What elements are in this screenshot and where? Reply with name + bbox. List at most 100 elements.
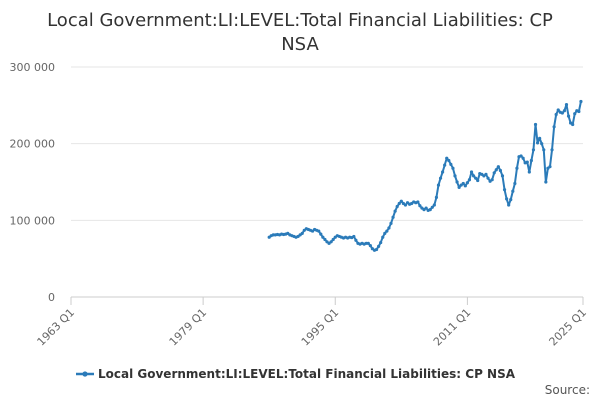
data-point[interactable] (438, 176, 443, 180)
data-point[interactable] (515, 166, 519, 170)
data-point[interactable] (552, 125, 556, 129)
data-point[interactable] (577, 109, 581, 114)
data-point[interactable] (500, 174, 505, 178)
data-point[interactable] (352, 234, 356, 239)
data-point[interactable] (445, 156, 449, 160)
data-point[interactable] (490, 178, 494, 182)
data-point[interactable] (451, 166, 455, 170)
data-point[interactable] (525, 160, 529, 164)
data-point[interactable] (377, 244, 381, 248)
data-point[interactable] (366, 241, 370, 245)
x-tick-label: 2025 Q1 (547, 306, 590, 349)
data-point[interactable] (331, 237, 335, 242)
data-point[interactable] (430, 205, 434, 209)
data-point[interactable] (471, 174, 476, 178)
x-tick-label: 1979 Q1 (167, 306, 210, 349)
data-point[interactable] (424, 206, 428, 210)
data-point[interactable] (389, 221, 393, 225)
data-point[interactable] (571, 122, 575, 127)
data-point[interactable] (542, 148, 546, 152)
data-point[interactable] (434, 195, 439, 199)
data-point[interactable] (453, 174, 457, 178)
data-point[interactable] (399, 199, 403, 203)
data-point[interactable] (502, 188, 507, 192)
data-point[interactable] (443, 163, 447, 167)
data-point[interactable] (300, 231, 304, 235)
data-point[interactable] (476, 178, 480, 183)
data-point[interactable] (579, 99, 583, 104)
data-point[interactable] (436, 183, 441, 187)
data-point[interactable] (507, 203, 511, 207)
data-point[interactable] (383, 231, 387, 235)
data-point[interactable] (428, 208, 432, 212)
data-point[interactable] (469, 170, 474, 174)
data-point[interactable] (416, 200, 420, 204)
data-point[interactable] (395, 204, 399, 209)
data-point[interactable] (463, 184, 467, 188)
x-axis-tick-labels: 1963 Q1 1979 Q1 1995 Q1 2011 Q1 2025 Q1 (35, 306, 590, 349)
data-point[interactable] (564, 102, 569, 107)
data-point[interactable] (385, 229, 389, 233)
data-point[interactable] (554, 112, 558, 117)
data-point[interactable] (455, 180, 459, 184)
data-point[interactable] (319, 232, 323, 236)
data-point[interactable] (381, 235, 385, 239)
data-point[interactable] (465, 181, 469, 185)
data-point[interactable] (535, 141, 540, 145)
data-point[interactable] (513, 181, 517, 186)
data-point[interactable] (498, 168, 503, 173)
data-point[interactable] (492, 171, 496, 175)
axes (70, 296, 584, 305)
data-point[interactable] (573, 112, 577, 116)
legend[interactable]: Local Government:LI:LEVEL:Total Financia… (76, 367, 516, 381)
data-point[interactable] (505, 197, 509, 201)
data-point[interactable] (447, 158, 451, 163)
data-point[interactable] (560, 111, 564, 115)
data-point[interactable] (566, 114, 571, 118)
data-point[interactable] (529, 158, 533, 163)
data-point[interactable] (509, 198, 513, 202)
data-point[interactable] (391, 215, 395, 219)
data-point[interactable] (393, 209, 397, 213)
data-point[interactable] (511, 189, 515, 193)
x-tick-label: 1963 Q1 (35, 306, 78, 349)
legend-item-label[interactable]: Local Government:LI:LEVEL:Total Financia… (98, 367, 516, 381)
data-point[interactable] (519, 154, 523, 158)
data-point[interactable] (397, 201, 401, 206)
data-point[interactable] (368, 244, 372, 248)
data-point[interactable] (387, 226, 391, 230)
data-point[interactable] (354, 238, 358, 242)
data-point[interactable] (317, 229, 321, 233)
data-point[interactable] (484, 172, 488, 176)
data-point[interactable] (329, 240, 333, 244)
data-point[interactable] (527, 170, 531, 174)
data-point[interactable] (531, 148, 536, 152)
data-point[interactable] (544, 180, 548, 184)
data-point[interactable] (486, 176, 490, 180)
data-point[interactable] (374, 247, 379, 252)
data-point[interactable] (562, 109, 567, 113)
data-point[interactable] (457, 185, 461, 189)
data-point[interactable] (449, 162, 453, 166)
data-point[interactable] (540, 142, 544, 146)
data-point[interactable] (474, 176, 478, 180)
data-point[interactable] (548, 165, 552, 169)
data-point[interactable] (379, 240, 383, 245)
data-point[interactable] (521, 156, 525, 160)
data-point[interactable] (432, 203, 436, 207)
data-point[interactable] (550, 148, 554, 152)
data-point[interactable] (403, 203, 408, 207)
data-point[interactable] (461, 181, 465, 186)
data-point[interactable] (496, 165, 500, 169)
data-point[interactable] (467, 178, 472, 182)
data-point[interactable] (494, 168, 498, 172)
data-point[interactable] (441, 170, 445, 174)
data-point[interactable] (533, 122, 538, 127)
data-point[interactable] (323, 237, 327, 242)
data-point[interactable] (538, 136, 542, 140)
y-tick-label: 200 000 (10, 138, 56, 151)
data-point[interactable] (418, 204, 422, 208)
data-point[interactable] (556, 108, 560, 112)
source-label[interactable]: Source: (545, 383, 590, 397)
data-point[interactable] (321, 235, 325, 239)
